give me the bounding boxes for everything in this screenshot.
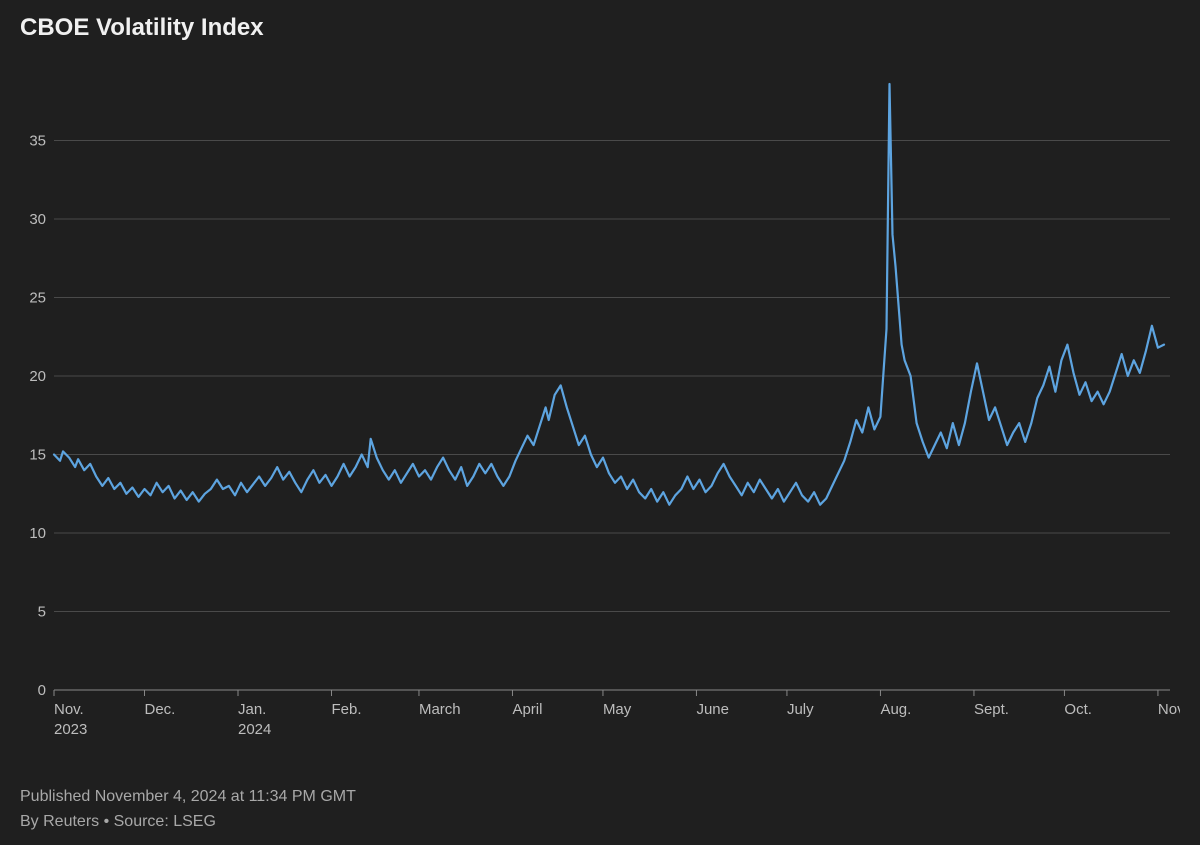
- y-tick-label: 5: [38, 604, 46, 621]
- chart-area: 0 5 10 15 20 25 30 35 Nov. 2023 Dec. Jan. 2024 Feb. Ma…: [20, 46, 1180, 778]
- x-tick-label: June: [696, 701, 729, 718]
- x-tick-label: Feb.: [331, 701, 361, 718]
- x-tick-label: Sept.: [974, 701, 1009, 718]
- x-tick-label: April: [512, 701, 542, 718]
- x-tick-label: Dec.: [144, 701, 175, 718]
- x-tick-label: Nov.: [1158, 701, 1180, 718]
- chart-title: CBOE Volatility Index: [20, 14, 1180, 42]
- x-tick-label: Jan.: [238, 701, 266, 718]
- y-tick-label: 10: [29, 525, 46, 542]
- line-chart: 0 5 10 15 20 25 30 35 Nov. 2023 Dec. Jan. 2024 Feb. Ma…: [20, 46, 1180, 746]
- vix-series-line: [54, 84, 1164, 505]
- x-tick-label: March: [419, 701, 461, 718]
- y-tick-label: 0: [38, 682, 46, 699]
- x-tick-label: Oct.: [1064, 701, 1092, 718]
- y-tick-label: 30: [29, 211, 46, 228]
- x-tick-sublabel: 2024: [238, 721, 271, 738]
- chart-footer: Published November 4, 2024 at 11:34 PM G…: [20, 784, 1180, 835]
- x-tick-label: May: [603, 701, 632, 718]
- attribution-line: By Reuters • Source: LSEG: [20, 809, 1180, 835]
- y-tick-label: 25: [29, 290, 46, 307]
- x-tick-label: July: [787, 701, 814, 718]
- x-tick-label: Nov.: [54, 701, 84, 718]
- published-line: Published November 4, 2024 at 11:34 PM G…: [20, 784, 1180, 810]
- x-tick-sublabel: 2023: [54, 721, 87, 738]
- y-tick-label: 35: [29, 133, 46, 150]
- y-tick-label: 15: [29, 447, 46, 464]
- y-tick-label: 20: [29, 368, 46, 385]
- x-tick-label: Aug.: [880, 701, 911, 718]
